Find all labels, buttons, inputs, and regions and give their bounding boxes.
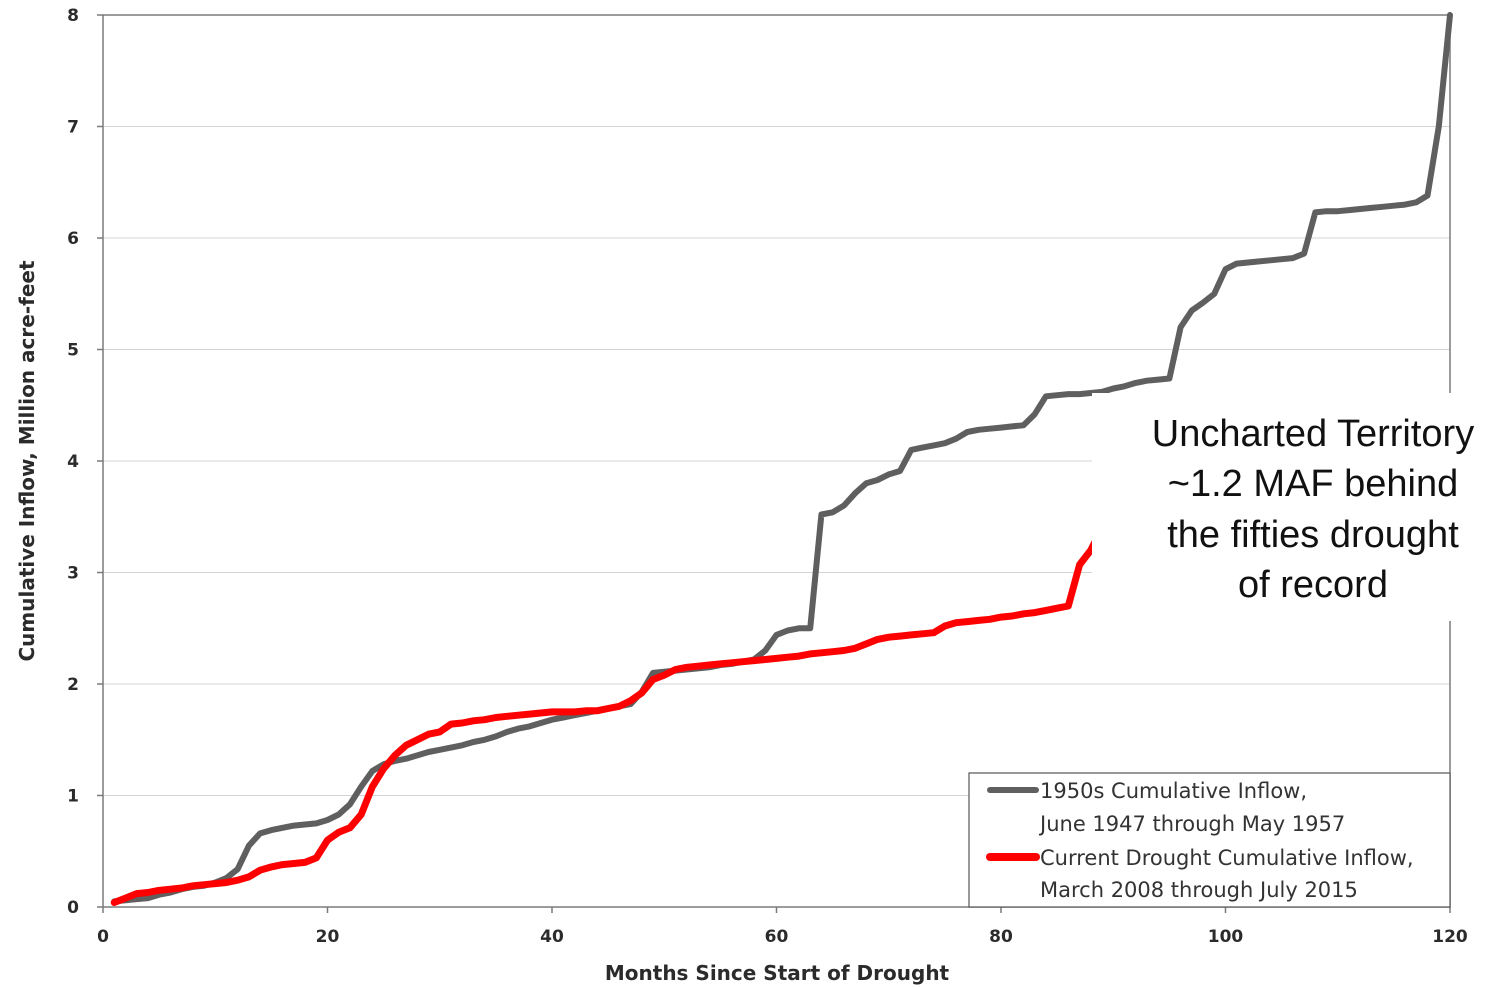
annotation-line-3: the fifties drought — [1167, 514, 1459, 556]
y-tick-label: 6 — [67, 229, 79, 249]
annotation-line-1: Uncharted Territory — [1152, 413, 1474, 455]
series-line-1950s — [111, 12, 1453, 905]
x-tick-label: 100 — [1208, 927, 1244, 947]
y-tick-label: 2 — [67, 675, 79, 695]
annotation-background — [1092, 393, 1503, 621]
annotation-line-4: of record — [1238, 564, 1388, 606]
legend-label-1950s-line-2: June 1947 through May 1957 — [1038, 812, 1345, 836]
series-line-current-drought — [110, 524, 1106, 906]
x-tick-label: 20 — [316, 927, 340, 947]
legend-label-current-line-2: March 2008 through July 2015 — [1040, 878, 1358, 902]
y-tick-label: 7 — [67, 118, 79, 138]
y-tick-label: 3 — [67, 564, 79, 584]
x-tick-label: 80 — [989, 927, 1013, 947]
y-tick-label: 1 — [67, 787, 79, 807]
legend-box — [968, 772, 1451, 908]
annotation-line-2: ~1.2 MAF behind — [1168, 463, 1458, 505]
x-tick-label: 60 — [765, 927, 789, 947]
x-tick-label: 40 — [540, 927, 564, 947]
series-lines — [110, 12, 1453, 906]
gridlines — [103, 126, 1450, 796]
y-tick-label: 8 — [67, 6, 79, 26]
annotation-box: Uncharted Territory ~1.2 MAF behind the … — [1092, 393, 1503, 621]
legend-label-current-line-1: Current Drought Cumulative Inflow, — [1040, 846, 1414, 870]
x-axis-title: Months Since Start of Drought — [605, 961, 950, 985]
y-tick-label: 4 — [67, 452, 79, 472]
x-tick-label: 0 — [97, 927, 109, 947]
x-tick-label: 120 — [1432, 927, 1468, 947]
y-tick-label: 5 — [67, 341, 79, 361]
y-axis-title: Cumulative Inflow, Million acre-feet — [15, 260, 39, 662]
legend: 1950s Cumulative Inflow, June 1947 throu… — [968, 772, 1451, 908]
y-tick-label: 0 — [67, 898, 79, 918]
legend-label-1950s-line-1: 1950s Cumulative Inflow, — [1040, 779, 1307, 803]
